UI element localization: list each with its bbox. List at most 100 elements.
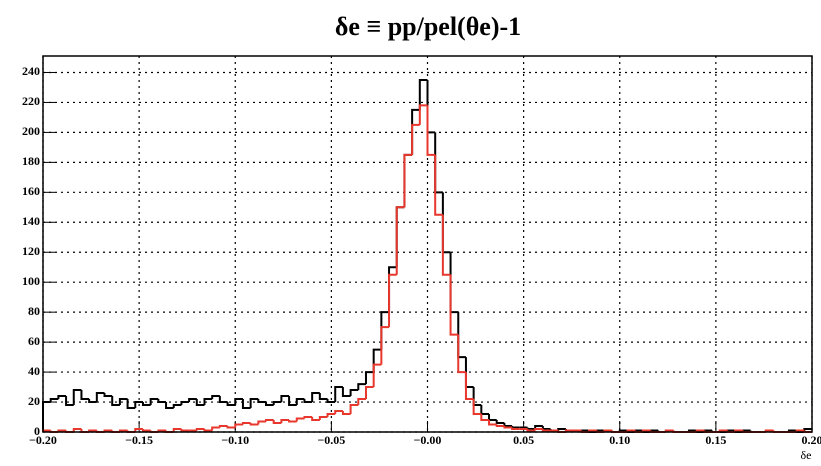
histogram-bin	[118, 398, 128, 406]
histogram-bin	[141, 402, 151, 407]
histogram-bin	[334, 410, 343, 415]
histogram-bin	[318, 416, 328, 421]
histogram-bin	[495, 424, 505, 428]
plot-frame	[42, 55, 813, 433]
histogram-bin	[526, 429, 536, 432]
x-tick-label: −0.20	[29, 433, 57, 447]
histogram-bin	[72, 389, 82, 406]
histogram-bin	[234, 423, 243, 428]
histogram-bin	[272, 401, 282, 406]
histogram-bin	[134, 428, 143, 432]
histogram-bin	[103, 393, 113, 398]
y-tick-label: 140	[22, 214, 40, 228]
histogram-bin	[457, 334, 466, 374]
histogram-bin	[503, 426, 513, 429]
histogram-bin	[295, 398, 305, 406]
histogram-bin	[65, 396, 74, 407]
histogram-bin	[372, 363, 382, 388]
histogram-bin	[326, 399, 336, 404]
histogram-bin	[403, 153, 413, 208]
histogram-bin	[157, 399, 167, 404]
histogram-bin	[441, 214, 451, 276]
x-tick-label: −0.00	[414, 433, 442, 447]
y-tick-label: 220	[22, 94, 40, 108]
histogram-bin	[341, 387, 351, 398]
histogram-bin	[349, 404, 359, 415]
y-tick-label: 80	[28, 304, 40, 318]
histogram-bin	[364, 386, 374, 400]
histogram-bin	[480, 414, 490, 422]
chart-title: δe ≡ pp/pel(θe)-1	[335, 12, 521, 41]
histogram-bin	[72, 428, 82, 432]
histogram-bin	[195, 399, 205, 407]
histogram-bin	[218, 425, 228, 428]
y-tick-label: 200	[22, 124, 40, 138]
x-tick-label: 0.20	[802, 433, 821, 447]
x-tick-label: 0.05	[513, 433, 534, 447]
histogram-bin	[349, 389, 359, 397]
x-axis-label: δe	[801, 448, 812, 462]
x-tick-label: 0.10	[609, 433, 630, 447]
histogram-bin	[126, 399, 136, 410]
histogram-bin	[49, 398, 59, 403]
histogram-bin	[218, 396, 228, 404]
histogram-bin	[141, 429, 151, 432]
histogram-bin	[488, 420, 497, 426]
histogram-bin	[241, 399, 251, 410]
histogram-bin	[311, 392, 320, 403]
histogram-bin	[418, 104, 428, 125]
histogram-bin	[364, 371, 374, 385]
histogram-bin	[326, 413, 336, 418]
histogram-bin	[211, 395, 220, 400]
histogram-bin	[357, 383, 366, 391]
histogram-bin	[426, 105, 436, 156]
histogram-bin	[511, 427, 520, 431]
histogram-bin	[149, 398, 159, 406]
histogram-bin	[234, 398, 243, 406]
y-tick-label: 100	[22, 274, 40, 288]
histogram-bin	[241, 422, 251, 425]
y-tick-label: 40	[28, 364, 40, 378]
histogram-bin	[226, 402, 236, 407]
histogram-bin	[357, 398, 366, 406]
y-tick-label: 180	[22, 154, 40, 168]
histogram-bin	[295, 417, 305, 422]
histogram-bin	[395, 206, 405, 275]
y-tick-label: 60	[28, 334, 40, 348]
x-tick-label: −0.10	[221, 433, 249, 447]
histogram-bin	[318, 393, 328, 401]
y-tick-label: 160	[22, 184, 40, 198]
histogram-bin	[180, 429, 190, 432]
histogram-bin	[265, 419, 274, 422]
histogram-bin	[418, 78, 428, 110]
histogram-bin	[280, 419, 290, 424]
histogram-bin	[311, 417, 320, 422]
histogram-bin	[203, 429, 213, 432]
x-tick-label: 0.15	[705, 433, 726, 447]
histogram-bin	[80, 390, 90, 401]
histogram-bin	[288, 420, 297, 423]
y-tick-label: 20	[28, 394, 40, 408]
histogram-bin	[464, 372, 474, 401]
histogram-bin	[272, 420, 282, 425]
histogram-bin	[134, 401, 143, 409]
histogram-bin	[257, 399, 267, 404]
histogram-bin	[180, 401, 190, 406]
histogram-bin	[541, 429, 551, 432]
histogram-bin	[265, 402, 274, 407]
y-tick-label: 0	[34, 424, 40, 438]
histogram-bin	[303, 416, 313, 419]
histogram-bin	[380, 326, 390, 365]
histogram-bin	[249, 423, 259, 426]
x-tick-label: −0.05	[317, 433, 345, 447]
histogram-bin	[534, 428, 543, 431]
histogram-bin	[388, 273, 397, 328]
histogram-bin	[334, 386, 343, 403]
histogram-bin	[211, 426, 220, 431]
histogram-bin	[411, 123, 420, 155]
histogram-bin	[303, 399, 313, 404]
histogram-bin	[495, 420, 505, 425]
histogram-bin	[249, 398, 259, 409]
